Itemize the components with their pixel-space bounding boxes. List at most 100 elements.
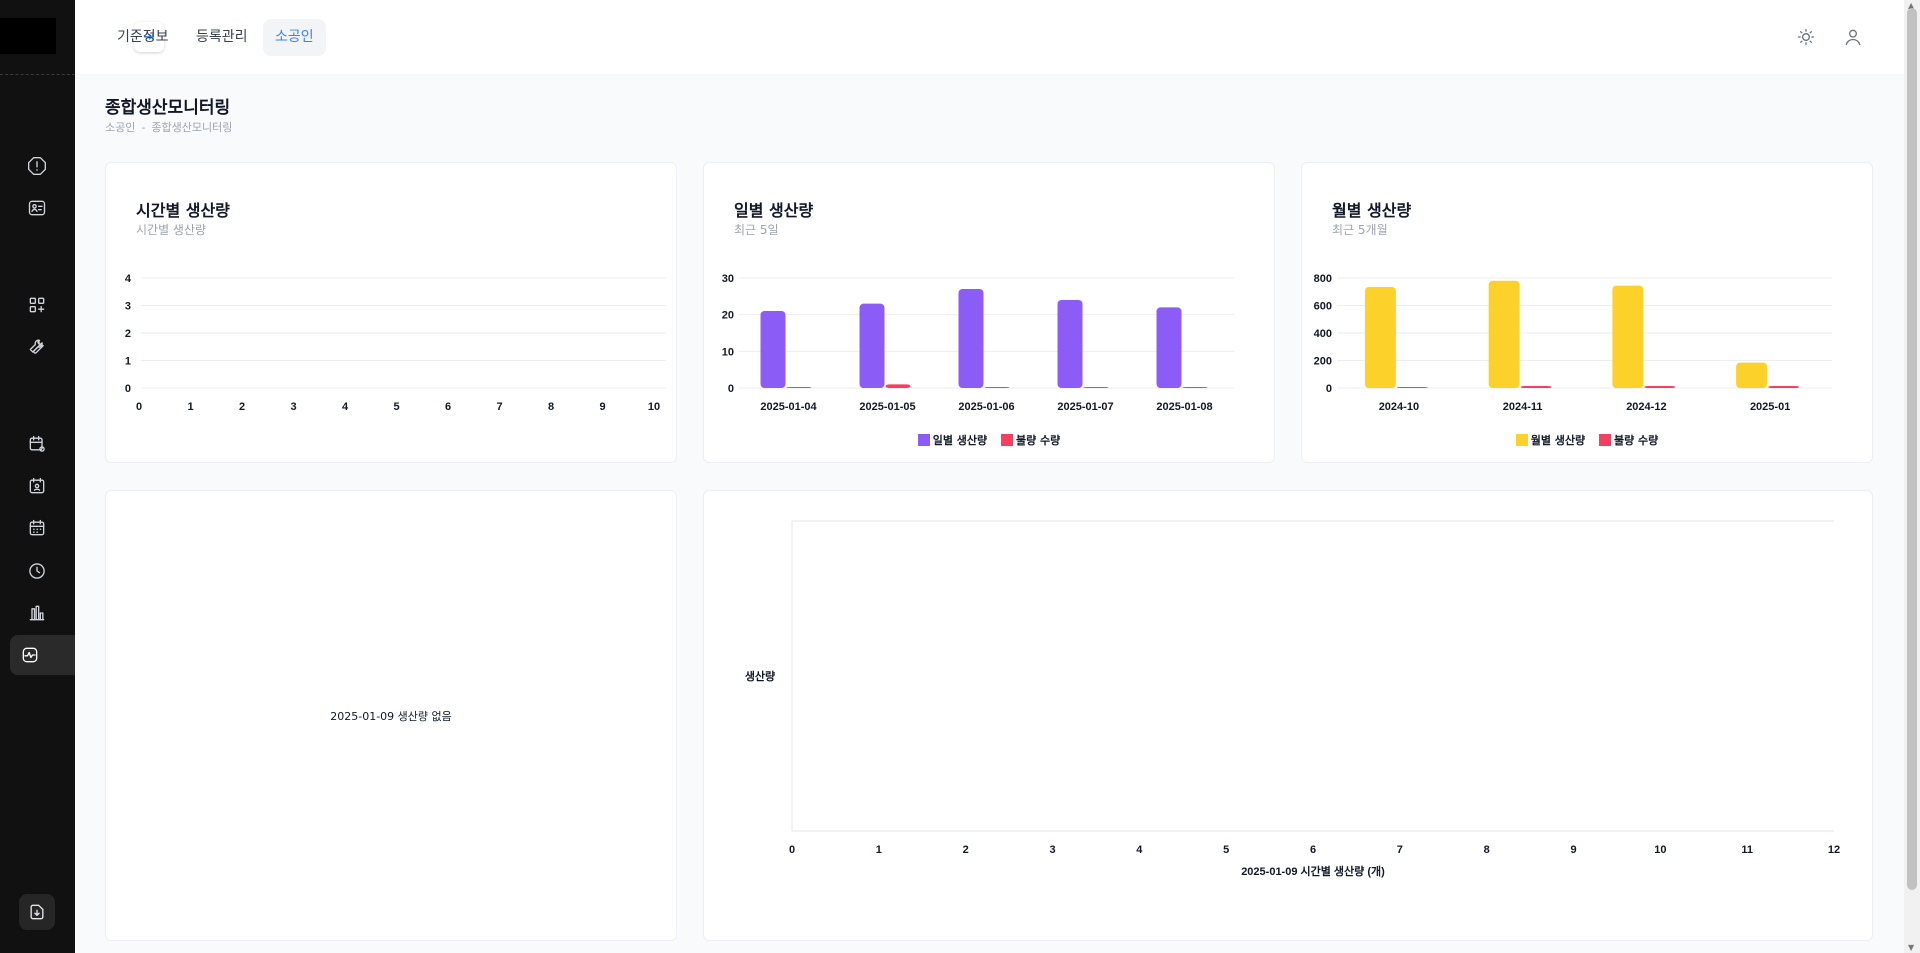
page-title: 종합생산모니터링 — [105, 98, 231, 118]
x-tick-label: 2025-01-07 — [1057, 401, 1113, 413]
bar-불량 수량 — [1182, 387, 1208, 388]
x-tick-label: 4 — [342, 401, 349, 413]
legend-swatch — [1598, 434, 1611, 446]
x-tick-label: 2 — [239, 401, 245, 413]
x-tick-label: 2025-01 — [1750, 401, 1790, 413]
no-data-message: 2025-01-09 생산량 없음 — [330, 709, 452, 723]
page-scrollbar[interactable]: ▲ ▼ — [1904, 0, 1920, 953]
y-tick-label: 2 — [125, 328, 131, 340]
alert-icon[interactable] — [20, 149, 54, 183]
id-card-icon[interactable] — [20, 191, 54, 225]
y-tick-label: 20 — [722, 310, 734, 322]
bar-불량 수량 — [885, 384, 911, 388]
x-tick-label: 9 — [1570, 844, 1576, 856]
user-icon[interactable] — [1840, 24, 1866, 50]
calendar-user-icon[interactable] — [20, 469, 54, 503]
scroll-down-arrow-icon[interactable]: ▼ — [1908, 943, 1915, 952]
x-tick-label: 2025-01-06 — [958, 401, 1014, 413]
x-tick-label: 2025-01-05 — [859, 401, 915, 413]
y-tick-label: 200 — [1314, 356, 1332, 368]
breadcrumb-item[interactable]: 소공인 — [105, 121, 136, 134]
clock-icon[interactable] — [20, 554, 54, 588]
bar-일별 생산량 — [1057, 300, 1083, 388]
breadcrumb-item: 종합생산모니터링 — [151, 121, 233, 134]
legend-label: 월별 생산량 — [1530, 434, 1586, 447]
legend-item[interactable]: 불량 수량 — [1000, 434, 1061, 447]
breadcrumb: 소공인 - 종합생산모니터링 — [105, 119, 238, 135]
hourly-chart: 0 1 2 3 4 0 1 2 3 4 5 6 7 8 9 10 — [125, 273, 666, 413]
y-tick-label: 30 — [722, 273, 734, 285]
scroll-up-arrow-icon[interactable]: ▲ — [1908, 1, 1915, 10]
card-title: 일별 생산량 — [734, 201, 814, 220]
x-tick-label: 10 — [1654, 844, 1666, 856]
x-tick-label: 0 — [789, 844, 795, 856]
x-tick-label: 4 — [1136, 844, 1143, 856]
bar-일별 생산량 — [958, 289, 984, 388]
x-tick-label: 2024-11 — [1503, 401, 1543, 413]
bar-불량 수량 — [1083, 387, 1109, 388]
sidebar — [0, 0, 75, 953]
bar-일별 생산량 — [760, 311, 786, 388]
x-axis-title: 2025-01-09 시간별 생산량 (개) — [1241, 864, 1385, 878]
bar-월별 생산량 — [1488, 280, 1520, 388]
daily-chart: 0 10 20 30 2025-01-04 2025-01-05 2025-01-06 202… — [722, 273, 1234, 413]
y-tick-label: 0 — [728, 383, 734, 395]
logo[interactable] — [0, 18, 56, 54]
bar-불량 수량 — [1396, 387, 1428, 388]
card-subtitle: 시간별 생산량 — [136, 223, 207, 237]
x-tick-label: 5 — [393, 401, 399, 413]
x-tick-label: 2 — [963, 844, 969, 856]
x-tick-label: 2025-01-08 — [1156, 401, 1212, 413]
x-tick-label: 8 — [1484, 844, 1490, 856]
sun-icon[interactable] — [1793, 24, 1819, 50]
y-tick-label: 400 — [1314, 328, 1332, 340]
tab-small-business[interactable]: 소공인 — [263, 19, 326, 56]
x-tick-label: 12 — [1828, 844, 1840, 856]
y-tick-label: 0 — [125, 383, 131, 395]
y-tick-label: 1 — [125, 356, 131, 368]
x-tick-label: 7 — [496, 401, 502, 413]
calendar-settings-icon[interactable] — [20, 427, 54, 461]
legend-label: 일별 생산량 — [932, 434, 988, 447]
card-title: 시간별 생산량 — [136, 201, 230, 220]
card-subtitle: 최근 5개월 — [1332, 223, 1388, 237]
card-subtitle: 최근 5일 — [734, 223, 779, 237]
collapse-arrow-icon[interactable]: ⇥ — [134, 22, 164, 52]
x-tick-label: 3 — [290, 401, 296, 413]
x-tick-label: 10 — [648, 401, 660, 413]
tab-basic-info[interactable]: 기준정보 — [117, 29, 169, 45]
scrollbar-thumb[interactable] — [1907, 8, 1917, 890]
bar-chart-icon[interactable] — [20, 596, 54, 630]
top-header: ⇥ 기준정보 등록관리 소공인 — [75, 0, 1904, 74]
x-tick-label: 2024-10 — [1379, 401, 1419, 413]
x-tick-label: 2025-01-04 — [760, 401, 817, 413]
monitor-pulse-icon[interactable] — [10, 635, 75, 675]
calendar-grid-icon[interactable] — [20, 511, 54, 545]
x-tick-label: 6 — [445, 401, 451, 413]
bar-불량 수량 — [1768, 386, 1800, 388]
monthly-production-card: 월별 생산량 최근 5개월 0 200 400 600 800 2024-10 2024-1… — [1301, 162, 1873, 463]
y-tick-label: 10 — [722, 346, 734, 358]
y-tick-label: 0 — [1326, 383, 1332, 395]
card-title: 월별 생산량 — [1332, 201, 1412, 220]
wrench-icon[interactable] — [20, 330, 54, 364]
sidebar-divider — [0, 74, 75, 75]
legend-label: 불량 수량 — [1015, 434, 1061, 447]
x-tick-label: 9 — [599, 401, 605, 413]
x-tick-label: 8 — [548, 401, 554, 413]
legend-item[interactable]: 불량 수량 — [1598, 434, 1658, 447]
monthly-chart: 0 200 400 600 800 2024-10 2024-11 2024-12 2025-0… — [1314, 273, 1832, 413]
y-axis-title: 생산량 — [745, 669, 775, 683]
bar-불량 수량 — [1520, 386, 1552, 388]
legend-item[interactable]: 일별 생산량 — [917, 434, 988, 447]
breadcrumb-separator: - — [141, 121, 146, 134]
download-icon[interactable] — [19, 894, 55, 930]
legend-item[interactable]: 월별 생산량 — [1515, 434, 1586, 447]
x-tick-label: 1 — [876, 844, 882, 856]
x-tick-label: 11 — [1741, 844, 1753, 856]
apps-add-icon[interactable] — [20, 288, 54, 322]
tab-registration[interactable]: 등록관리 — [196, 29, 248, 45]
legend-swatch — [1000, 434, 1013, 446]
empty-production-card: 2025-01-09 생산량 없음 — [105, 490, 677, 941]
